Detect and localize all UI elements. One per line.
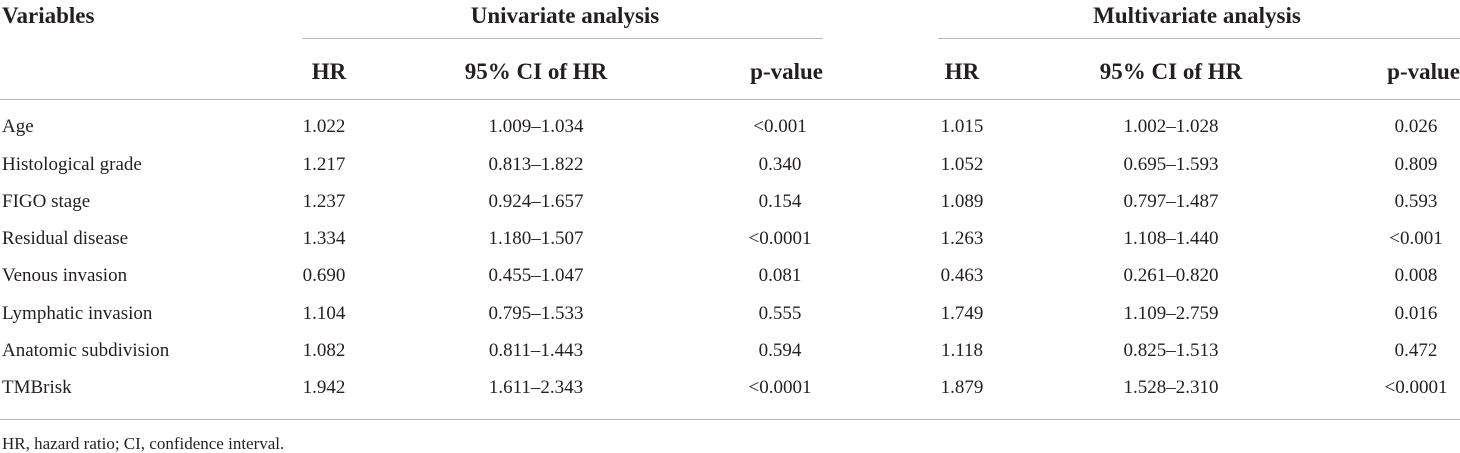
multi-ci-cell: 1.528–2.310 <box>1123 377 1219 398</box>
row-label: Residual disease <box>2 228 129 249</box>
multivariate-group-header: Multivariate analysis <box>1093 3 1301 28</box>
uni-p-cell: <0.0001 <box>748 377 812 398</box>
multi-ci-cell: 1.108–1.440 <box>1123 228 1219 249</box>
multi-ci-cell: 0.695–1.593 <box>1123 154 1219 175</box>
univariate-group-header: Univariate analysis <box>470 3 660 28</box>
header-rule <box>0 99 1460 100</box>
uni-hr-cell: 1.334 <box>302 228 346 249</box>
multivariate-group-rule <box>938 38 1460 39</box>
uni-p-cell: 0.340 <box>758 154 802 175</box>
uni-ci-header: 95% CI of HR <box>464 59 608 84</box>
row-label: Anatomic subdivision <box>2 340 170 361</box>
uni-ci-cell: 1.611–2.343 <box>488 377 584 398</box>
multi-hr-header: HR <box>944 59 980 84</box>
uni-p-cell: 0.154 <box>758 191 802 212</box>
uni-hr-cell: 1.217 <box>302 154 346 175</box>
multi-hr-cell: 1.263 <box>940 228 984 249</box>
table-footnote: HR, hazard ratio; CI, confidence interva… <box>2 434 285 453</box>
uni-ci-cell: 0.813–1.822 <box>488 154 584 175</box>
univariate-group-rule <box>302 38 823 39</box>
multi-ci-cell: 1.002–1.028 <box>1123 116 1219 137</box>
multi-p-cell: 0.026 <box>1394 116 1438 137</box>
variables-header: Variables <box>2 3 95 28</box>
uni-p-cell: 0.081 <box>758 265 802 286</box>
multi-ci-header: 95% CI of HR <box>1099 59 1243 84</box>
multi-ci-cell: 0.825–1.513 <box>1123 340 1219 361</box>
uni-hr-cell: 1.022 <box>302 116 346 137</box>
multi-p-cell: <0.001 <box>1389 228 1443 249</box>
uni-ci-cell: 1.009–1.034 <box>488 116 584 137</box>
uni-p-header: p-value <box>750 59 823 84</box>
uni-hr-cell: 1.104 <box>302 303 346 324</box>
row-label: Age <box>2 116 34 137</box>
multi-hr-cell: 1.089 <box>940 191 984 212</box>
multi-p-cell: 0.472 <box>1394 340 1438 361</box>
uni-hr-cell: 1.942 <box>302 377 346 398</box>
row-label: FIGO stage <box>2 191 91 212</box>
row-label: Venous invasion <box>2 265 128 286</box>
uni-p-cell: <0.0001 <box>748 228 812 249</box>
multi-ci-cell: 0.261–0.820 <box>1123 265 1219 286</box>
multi-p-cell: <0.0001 <box>1384 377 1448 398</box>
uni-ci-cell: 0.924–1.657 <box>488 191 584 212</box>
uni-hr-cell: 0.690 <box>302 265 346 286</box>
multi-hr-cell: 1.749 <box>940 303 984 324</box>
multi-ci-cell: 1.109–2.759 <box>1123 303 1219 324</box>
multi-hr-cell: 0.463 <box>940 265 984 286</box>
multi-p-cell: 0.016 <box>1394 303 1438 324</box>
uni-ci-cell: 0.455–1.047 <box>488 265 584 286</box>
uni-ci-cell: 0.811–1.443 <box>488 340 584 361</box>
multi-p-header: p-value <box>1387 59 1460 84</box>
multi-hr-cell: 1.118 <box>940 340 984 361</box>
uni-hr-cell: 1.082 <box>302 340 346 361</box>
row-label: Histological grade <box>2 154 142 175</box>
uni-p-cell: 0.594 <box>758 340 802 361</box>
row-label: Lymphatic invasion <box>2 303 153 324</box>
table-bottom-rule <box>0 419 1460 420</box>
multi-hr-cell: 1.052 <box>940 154 984 175</box>
uni-hr-header: HR <box>311 59 347 84</box>
multi-ci-cell: 0.797–1.487 <box>1123 191 1219 212</box>
uni-ci-cell: 1.180–1.507 <box>488 228 584 249</box>
uni-p-cell: 0.555 <box>758 303 802 324</box>
multi-p-cell: 0.809 <box>1394 154 1438 175</box>
multi-p-cell: 0.008 <box>1394 265 1438 286</box>
multi-hr-cell: 1.015 <box>940 116 984 137</box>
uni-p-cell: <0.001 <box>753 116 807 137</box>
uni-ci-cell: 0.795–1.533 <box>488 303 584 324</box>
uni-hr-cell: 1.237 <box>302 191 346 212</box>
row-label: TMBrisk <box>2 377 72 398</box>
multi-p-cell: 0.593 <box>1394 191 1438 212</box>
multi-hr-cell: 1.879 <box>940 377 984 398</box>
